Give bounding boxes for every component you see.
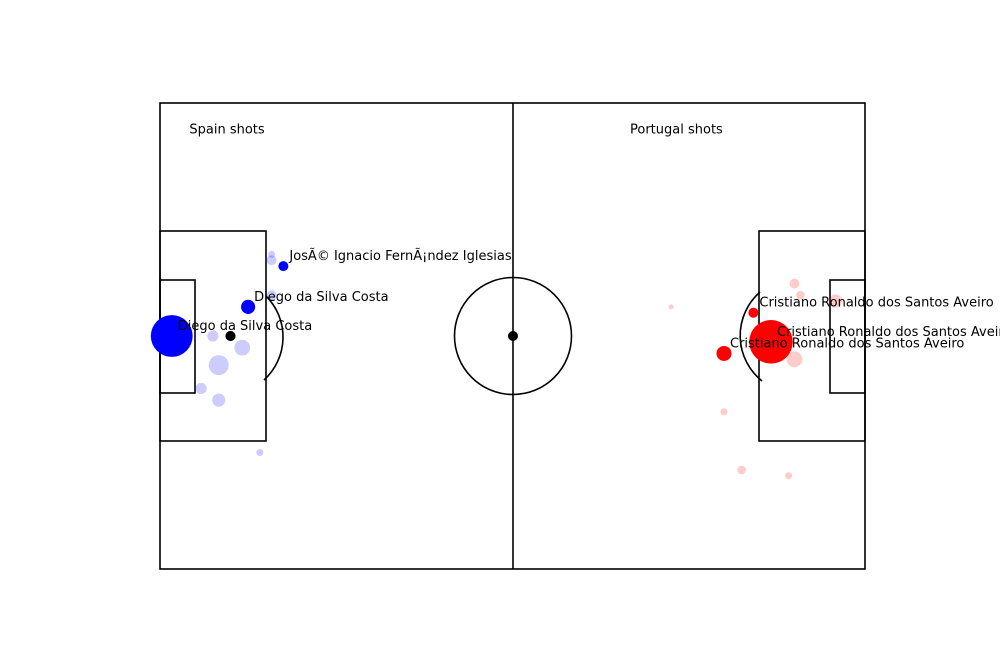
portugal-shot-7 xyxy=(668,304,674,310)
spain-shot-2 xyxy=(278,261,289,272)
spain-shot-label-0: Diego da Silva Costa xyxy=(178,319,312,334)
portugal-shot-label-1: Cristiano Ronaldo dos Santos Aveiro xyxy=(759,296,993,311)
pitch-annotations: Spain shots Portugal shots xyxy=(189,123,723,138)
portugal-shot-4 xyxy=(829,294,843,308)
portugal-shot-8 xyxy=(720,408,728,416)
portugal-shot-3 xyxy=(786,351,803,368)
spain-shot-12 xyxy=(256,448,264,457)
spain-shot-6 xyxy=(268,250,276,258)
annotation-portugal-shots: Portugal shots xyxy=(630,123,723,138)
centre-circle xyxy=(453,276,573,396)
right-penalty-arc xyxy=(739,291,763,382)
portugal-shot-0 xyxy=(749,320,793,364)
portugal-shot-10 xyxy=(785,472,793,480)
portugal-shot-1 xyxy=(748,307,759,318)
shot-labels: Diego da Silva Costa Diego da Silva Costa… xyxy=(178,248,1000,351)
spain-shot-3 xyxy=(225,331,236,341)
spain-shot-label-1: Diego da Silva Costa xyxy=(254,290,388,305)
right-six-yard-box xyxy=(829,279,866,394)
portugal-shot-2 xyxy=(716,345,732,361)
shot-markers xyxy=(150,250,843,480)
spain-shot-4 xyxy=(266,255,277,266)
portugal-shot-6 xyxy=(789,278,800,289)
spain-shot-9 xyxy=(208,355,229,376)
portugal-shot-5 xyxy=(796,290,805,300)
spain-shot-label-2: JosÃ© Ignacio FernÃ¡ndez Iglesias xyxy=(288,248,511,264)
spain-shot-11 xyxy=(212,393,226,407)
annotation-spain-shots: Spain shots xyxy=(189,123,265,138)
portugal-shot-label-2: Cristiano Ronaldo dos Santos Aveiro xyxy=(730,336,964,351)
portugal-shot-9 xyxy=(737,465,746,475)
left-penalty-arc xyxy=(263,295,284,381)
centre-spot xyxy=(508,331,518,341)
spain-shot-7 xyxy=(207,330,219,342)
spain-shot-1 xyxy=(241,299,256,314)
spain-shot-5 xyxy=(266,290,277,301)
portugal-shot-label-0: Cristiano Ronaldo dos Santos Aveiro xyxy=(777,325,1000,340)
spain-shot-0 xyxy=(150,315,193,357)
spain-shot-10 xyxy=(195,382,207,395)
spain-shot-8 xyxy=(234,339,251,356)
